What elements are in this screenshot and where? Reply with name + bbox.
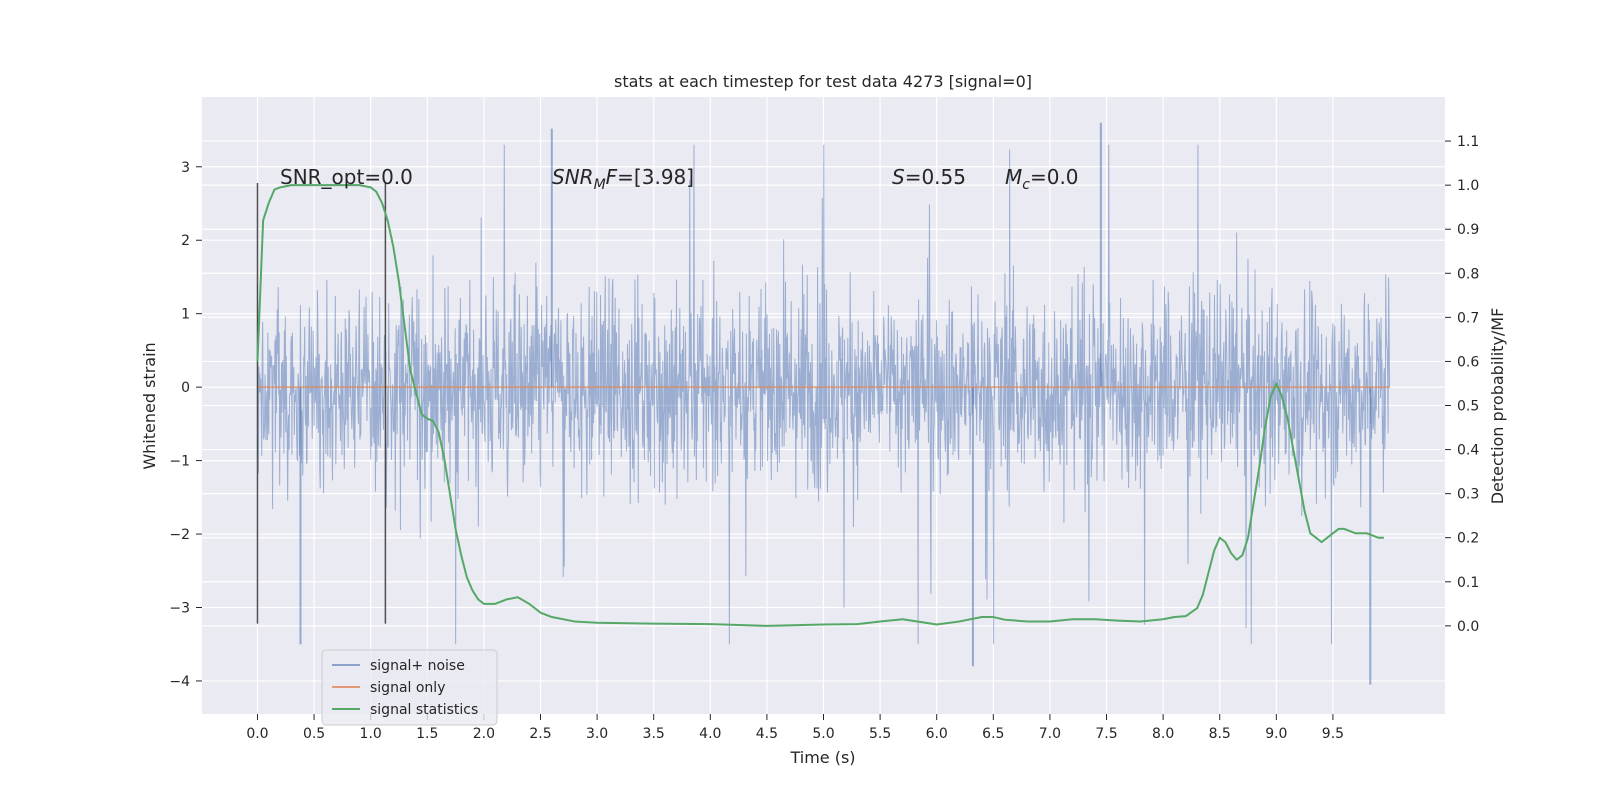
y2-tick-label: 0.5 bbox=[1457, 399, 1479, 415]
y2-tick-label: 0.6 bbox=[1457, 354, 1479, 370]
legend-box bbox=[321, 649, 498, 726]
y2-tick-label: 1.1 bbox=[1457, 134, 1479, 150]
gridlines bbox=[202, 97, 1445, 714]
y2-tick-label: 0.2 bbox=[1457, 531, 1479, 547]
x-tick-label: 9.0 bbox=[1265, 726, 1287, 742]
chart-title: stats at each timestep for test data 427… bbox=[614, 72, 1032, 91]
y2-tick-label: 0.7 bbox=[1457, 310, 1479, 326]
x-tick-label: 4.0 bbox=[699, 726, 721, 742]
annotation: S=0.55 bbox=[892, 165, 966, 189]
statistics-line bbox=[256, 184, 1384, 627]
y2-tick-label: 0.9 bbox=[1457, 222, 1479, 238]
x-tick-label: 7.0 bbox=[1039, 726, 1061, 742]
legend-label: signal statistics bbox=[370, 702, 478, 718]
x-tick-label: 7.5 bbox=[1095, 726, 1117, 742]
y2-axis-label: Detection probability/MF bbox=[1488, 308, 1507, 505]
x-tick-label: 1.5 bbox=[416, 726, 438, 742]
x-tick-label: 0.0 bbox=[246, 726, 268, 742]
y-axis-label: Whitened strain bbox=[140, 342, 159, 469]
y-tick-label: 1 bbox=[181, 307, 190, 323]
x-tick-label: 8.0 bbox=[1152, 726, 1174, 742]
legend-label: signal only bbox=[370, 680, 445, 696]
y2-axis: 0.0 0.1 0.2 0.3 0.4 0.5 0.6 0.7 0.8 0.9 1.0 1.1 bbox=[1445, 134, 1479, 635]
x-tick-label: 1.0 bbox=[360, 726, 382, 742]
y2-tick-label: 0.3 bbox=[1457, 487, 1479, 503]
annotation: SNRMF=[3.98] bbox=[552, 165, 694, 193]
x-tick-label: 3.5 bbox=[643, 726, 665, 742]
x-tick-label: 0.5 bbox=[303, 726, 325, 742]
x-tick-label: 8.5 bbox=[1209, 726, 1231, 742]
y-axis: −4 −3 −2 −1 0 1 2 3 bbox=[169, 160, 202, 690]
x-tick-label: 6.0 bbox=[926, 726, 948, 742]
x-tick-label: 6.5 bbox=[982, 726, 1004, 742]
x-tick-label: 5.0 bbox=[812, 726, 834, 742]
y-tick-label: −4 bbox=[169, 674, 190, 690]
y2-tick-label: 0.8 bbox=[1457, 266, 1479, 282]
y2-tick-label: 0.4 bbox=[1457, 443, 1479, 459]
statistics-series bbox=[256, 184, 1384, 627]
y-tick-label: 3 bbox=[181, 160, 190, 176]
y-tick-label: −3 bbox=[169, 600, 190, 616]
y-tick-label: −1 bbox=[169, 454, 190, 470]
annotation: SNR_opt=0.0 bbox=[280, 165, 413, 189]
annotation: Mc=0.0 bbox=[1005, 165, 1079, 193]
y-tick-label: 0 bbox=[181, 380, 190, 396]
x-tick-label: 9.5 bbox=[1322, 726, 1344, 742]
x-tick-label: 4.5 bbox=[756, 726, 778, 742]
x-tick-label: 3.0 bbox=[586, 726, 608, 742]
y-tick-label: 2 bbox=[181, 233, 190, 249]
annotations: SNR_opt=0.0 SNRMF=[3.98] S=0.55 Mc=0.0 bbox=[280, 165, 1079, 193]
noise-line bbox=[256, 144, 1391, 645]
x-axis-label: Time (s) bbox=[789, 748, 855, 767]
legend-label: signal+ noise bbox=[370, 658, 465, 674]
y-tick-label: −2 bbox=[169, 527, 190, 543]
y2-tick-label: 0.0 bbox=[1457, 619, 1479, 635]
legend: signal+ noise signal only signal statistic… bbox=[321, 649, 498, 726]
y2-tick-label: 0.1 bbox=[1457, 575, 1479, 591]
noise-series bbox=[256, 122, 1391, 685]
vertical-markers bbox=[256, 182, 387, 624]
x-axis: 0.0 0.5 1.0 1.5 2.0 2.5 3.0 3.5 4.0 4.5 5.0 5.5 6.0 6… bbox=[246, 714, 1344, 742]
x-tick-label: 5.5 bbox=[869, 726, 891, 742]
x-tick-label: 2.5 bbox=[529, 726, 551, 742]
y2-tick-label: 1.0 bbox=[1457, 178, 1479, 194]
x-tick-label: 2.0 bbox=[473, 726, 495, 742]
